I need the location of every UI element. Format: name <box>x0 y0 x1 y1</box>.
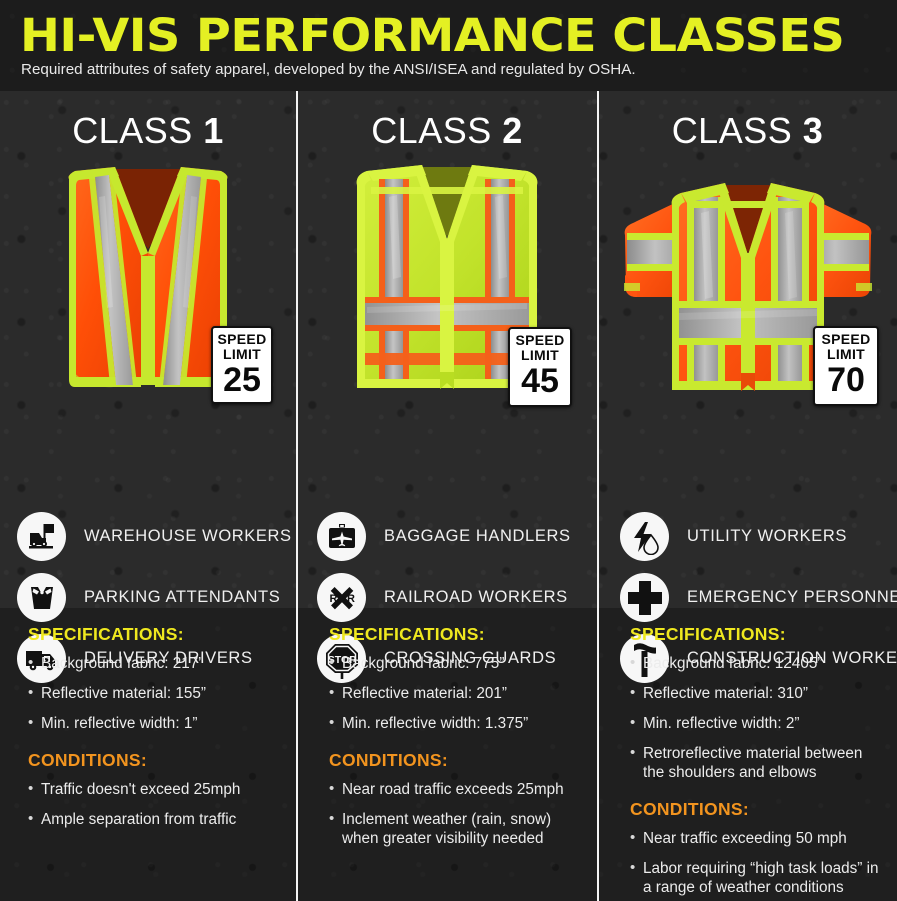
occupation-label: PARKING ATTENDANTS <box>84 588 281 606</box>
speed-value: 25 <box>223 361 261 399</box>
spec-item: Min. reflective width: 2” <box>630 713 887 733</box>
class-2-heading: CLASS 2 <box>297 110 597 152</box>
spec-item: Min. reflective width: 1” <box>28 713 284 733</box>
spec-item: Background fabric: 12405” <box>630 653 887 673</box>
specifications-heading: SPECIFICATIONS: <box>630 624 786 644</box>
occupation-label: BAGGAGE HANDLERS <box>384 527 571 545</box>
occupation-label: EMERGENCY PERSONNEL <box>687 588 897 606</box>
list-item: R R RAILROAD WORKERS <box>297 567 597 628</box>
class-2-vest-graphic <box>356 165 538 389</box>
limit-label: LIMIT <box>826 346 866 362</box>
conditions-heading: CONDITIONS: <box>329 750 448 770</box>
specifications-heading: SPECIFICATIONS: <box>28 624 184 644</box>
class-column-3: CLASS 3 <box>598 91 897 901</box>
occupation-label: UTILITY WORKERS <box>687 527 847 545</box>
svg-text:R: R <box>329 593 337 605</box>
column-divider-1 <box>296 91 298 901</box>
condition-item: Labor requiring “high task loads” in a r… <box>630 858 887 897</box>
list-item: EMERGENCY PERSONNEL <box>598 567 897 628</box>
medical-cross-icon <box>620 573 669 622</box>
condition-item: Near traffic exceeding 50 mph <box>630 828 887 848</box>
column-divider-2 <box>597 91 599 901</box>
list-item: PARKING ATTENDANTS <box>0 567 296 628</box>
spec-item: Reflective material: 201” <box>329 683 587 703</box>
speed-limit-sign-class-3: SPEED LIMIT 70 <box>813 326 879 406</box>
class-columns: CLASS 1 <box>0 91 897 901</box>
speed-value: 45 <box>521 362 559 400</box>
railroad-crossing-icon: R R <box>317 573 366 622</box>
class-3-heading: CLASS 3 <box>598 110 897 152</box>
class-1-number: 1 <box>203 110 224 151</box>
limit-label: LIMIT <box>520 347 560 363</box>
svg-text:R: R <box>347 593 355 605</box>
class-1-heading: CLASS 1 <box>0 110 296 152</box>
spec-item: Background fabric: 775” <box>329 653 587 673</box>
list-item: WAREHOUSE WORKERS <box>0 506 296 567</box>
speed-limit-sign-class-2: SPEED LIMIT 45 <box>508 327 572 407</box>
class-2-vest-image <box>297 157 597 407</box>
header-texture <box>0 0 897 91</box>
conditions-heading: CONDITIONS: <box>28 750 147 770</box>
class-3-label: CLASS <box>671 110 793 151</box>
page-subtitle: Required attributes of safety apparel, d… <box>21 61 636 78</box>
condition-item: Inclement weather (rain, snow) when grea… <box>329 809 587 848</box>
specifications-heading: SPECIFICATIONS: <box>329 624 485 644</box>
class-2-label: CLASS <box>371 110 492 151</box>
speed-limit-sign-class-1: SPEED LIMIT 25 <box>211 326 273 404</box>
condition-item: Ample separation from traffic <box>28 809 284 829</box>
spec-item: Min. reflective width: 1.375” <box>329 713 587 733</box>
class-3-vest-graphic <box>623 183 872 391</box>
class-3-vest-image <box>598 157 897 407</box>
speed-label: SPEED <box>217 331 267 347</box>
spec-item: Reflective material: 310” <box>630 683 887 703</box>
class-column-2: CLASS 2 <box>297 91 597 901</box>
class-3-specifications: SPECIFICATIONS: Background fabric: 12405… <box>598 624 897 901</box>
forklift-icon <box>17 512 66 561</box>
class-2-specifications: SPECIFICATIONS: Background fabric: 775” … <box>297 624 597 859</box>
occupation-label: RAILROAD WORKERS <box>384 588 568 606</box>
spec-item: Background fabric: 217” <box>28 653 284 673</box>
valet-tuxedo-icon <box>17 573 66 622</box>
limit-label: LIMIT <box>222 346 262 362</box>
speed-label: SPEED <box>515 332 565 348</box>
occupation-label: WAREHOUSE WORKERS <box>84 527 292 545</box>
class-column-1: CLASS 1 <box>0 91 296 901</box>
page-title: HI-VIS PERFORMANCE CLASSES <box>20 9 845 62</box>
spec-item: Retroreflective material between the sho… <box>630 743 887 782</box>
class-1-label: CLASS <box>72 110 193 151</box>
class-3-number: 3 <box>802 110 824 151</box>
page-header: HI-VIS PERFORMANCE CLASSES Required attr… <box>0 0 897 91</box>
condition-item: Near road traffic exceeds 25mph <box>329 779 587 799</box>
condition-item: Traffic doesn't exceed 25mph <box>28 779 284 799</box>
class-1-specifications: SPECIFICATIONS: Background fabric: 217” … <box>0 624 296 840</box>
suitcase-airplane-icon <box>317 512 366 561</box>
speed-label: SPEED <box>821 331 871 347</box>
list-item: UTILITY WORKERS <box>598 506 897 567</box>
spec-item: Reflective material: 155” <box>28 683 284 703</box>
class-2-number: 2 <box>502 110 523 151</box>
conditions-heading: CONDITIONS: <box>630 799 749 819</box>
speed-value: 70 <box>827 361 865 399</box>
list-item: BAGGAGE HANDLERS <box>297 506 597 567</box>
lightning-waterdrop-icon <box>620 512 669 561</box>
